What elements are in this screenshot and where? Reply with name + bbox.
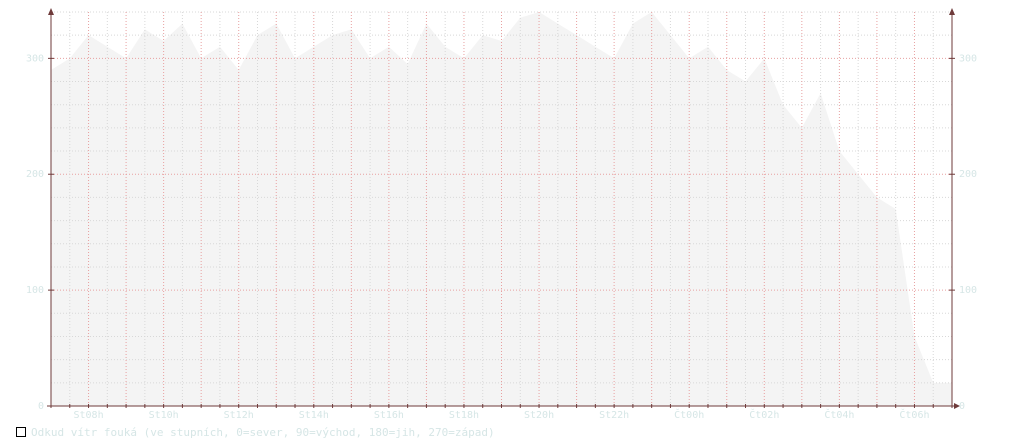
legend-label: Odkud vítr fouká (ve stupních, 0=sever, … xyxy=(31,425,495,439)
y-axis-left-arrow xyxy=(48,8,54,15)
x-tick-label: St10h xyxy=(149,410,179,420)
wind-direction-chart: 0 100 200 300 0 100 200 300 St08h St10h St12h St1… xyxy=(26,8,977,420)
x-tick-label: St14h xyxy=(299,410,329,420)
x-tick-label: St20h xyxy=(524,410,554,420)
y-axis-right-arrow xyxy=(949,8,955,15)
x-axis-arrow xyxy=(954,403,960,409)
y-tick-label-left: 100 xyxy=(26,285,44,296)
y-tick-label-left: 0 xyxy=(38,401,44,412)
x-tick-label: St12h xyxy=(224,410,254,420)
x-tick-label: Čt02h xyxy=(749,408,779,420)
y-tick-label-right: 300 xyxy=(959,53,977,64)
y-tick-labels-right: 0 100 200 300 xyxy=(959,53,977,412)
y-tick-label-left: 200 xyxy=(26,169,44,180)
legend: Odkud vítr fouká (ve stupních, 0=sever, … xyxy=(16,425,495,439)
x-tick-labels: St08h St10h St12h St14h St16h St18h St20h St22h… xyxy=(73,408,929,420)
x-tick-label: Čt04h xyxy=(824,408,854,420)
x-tick-label: St22h xyxy=(599,410,629,420)
wind-direction-area xyxy=(51,12,952,406)
x-tick-label: Čt06h xyxy=(899,408,929,420)
axes xyxy=(47,8,960,409)
x-tick-label: St16h xyxy=(374,410,404,420)
x-tick-label: St18h xyxy=(449,410,479,420)
y-tick-label-right: 0 xyxy=(959,401,965,412)
x-tick-label: St08h xyxy=(73,410,103,420)
y-tick-label-right: 100 xyxy=(959,285,977,296)
y-tick-label-left: 300 xyxy=(26,53,44,64)
y-tick-labels-left: 0 100 200 300 xyxy=(26,53,44,412)
x-tick-label: Čt00h xyxy=(674,408,704,420)
y-tick-label-right: 200 xyxy=(959,169,977,180)
grid-lines xyxy=(51,11,953,406)
legend-swatch xyxy=(16,427,26,437)
